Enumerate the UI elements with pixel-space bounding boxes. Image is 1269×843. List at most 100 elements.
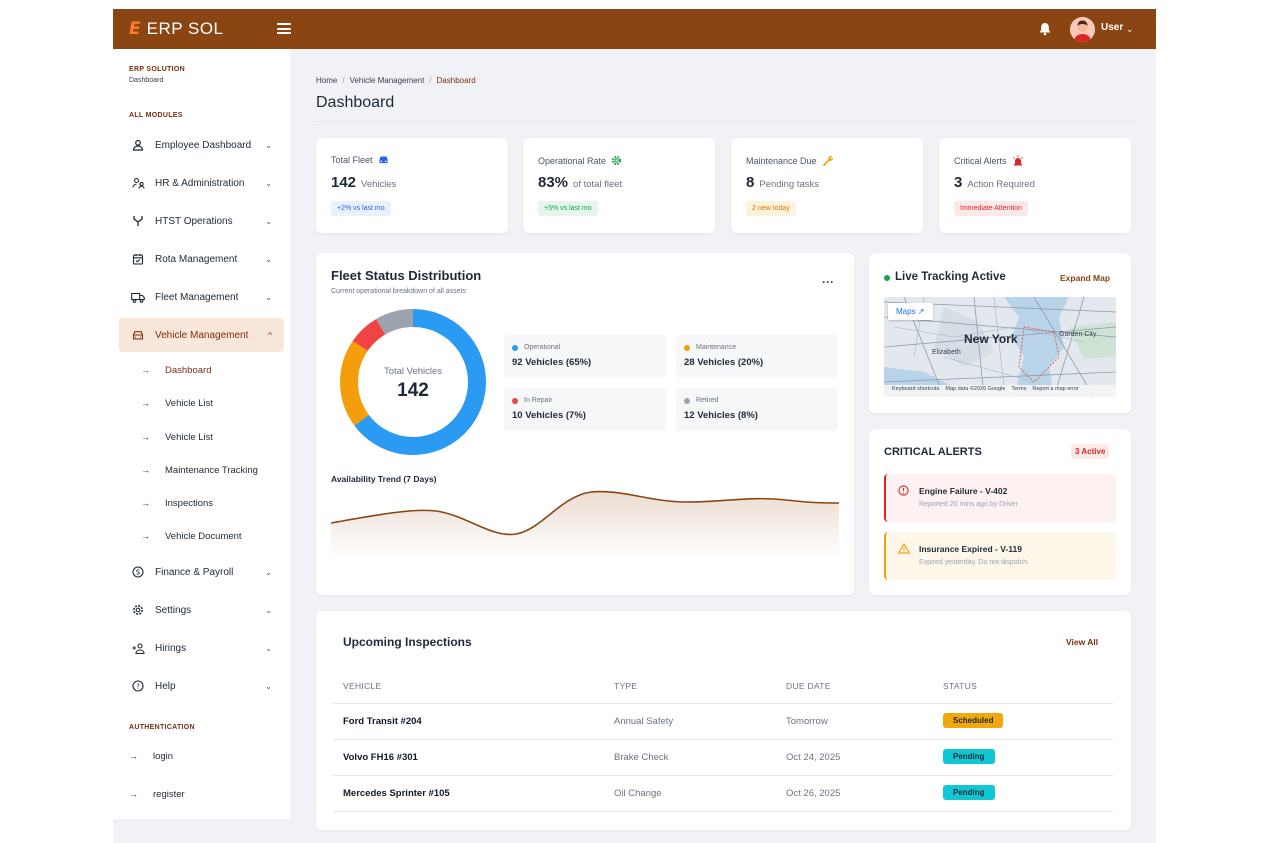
stat-value: 83% [538,174,569,191]
submenu-item-vehicle-list[interactable]: → Vehicle List [141,393,213,413]
stat-value: 142 [331,174,357,191]
open-in-maps-button[interactable]: Maps ↗ [888,303,933,320]
alert-subtitle: Reported 20 mins ago by Driver [919,501,1018,508]
chevron-down-icon: ⌄ [265,681,272,691]
legend-value: 10 Vehicles (7%) [512,410,586,421]
brand-logo-icon: E [129,19,141,39]
column-header-type: TYPE [614,681,638,691]
stat-label: Critical Alerts [954,155,1024,166]
arrow-right-icon: → [129,789,138,799]
submenu-item-inspections[interactable]: → Inspections [141,493,213,513]
alarm-icon [1012,155,1023,166]
submenu-item-vehicle-list-2[interactable]: → Vehicle List [141,427,213,447]
menu-toggle-icon[interactable] [277,23,291,34]
arrow-right-icon: → [129,751,138,761]
stat-label: Total Fleet [331,155,389,165]
table-cell-due: Oct 26, 2025 [786,788,841,799]
stat-card-critical-alerts: Critical Alerts 3 Action Required Immedia… [939,138,1131,233]
view-all-link[interactable]: View All [1066,637,1099,647]
sidebar-item-finance-payroll[interactable]: $ Finance & Payroll ⌄ [119,555,284,589]
stat-unit: Vehicles [361,179,397,190]
sidebar-item-label: HR & Administration [155,177,245,189]
alert-item-engine-failure[interactable]: Engine Failure - V-402 Reported 20 mins … [884,474,1116,522]
donut-center-value: 142 [397,380,429,401]
status-badge: Pending [943,785,995,800]
legend-item-operational: Operational 92 Vehicles (65%) [504,335,666,378]
status-donut-chart [340,309,486,455]
stat-unit: Pending tasks [759,179,820,190]
alert-subtitle: Expired yesterday. Do not dispatch. [919,559,1029,566]
column-header-status: STATUS [943,681,978,691]
expand-map-link[interactable]: Expand Map [1060,273,1111,283]
legend-value: 28 Vehicles (20%) [684,357,764,368]
app-window: E ERP SOL User ⌄ ERP SOLUTION Dashboard … [113,9,1156,843]
car-icon [129,330,147,341]
submenu-item-vehicle-document[interactable]: → Vehicle Document [141,526,242,546]
sidebar-item-htst-operations[interactable]: HTST Operations ⌄ [119,204,284,238]
status-badge: Pending [943,749,995,764]
chevron-down-icon: ⌄ [265,254,272,264]
breadcrumb-vehicle-management[interactable]: Vehicle Management [349,76,425,85]
sidebar-item-hr-administration[interactable]: HR & Administration ⌄ [119,166,284,200]
sidebar-item-rota-management[interactable]: Rota Management ⌄ [119,242,284,276]
table-cell-type: Oil Change [614,788,662,799]
divider [333,703,1113,704]
sidebar-item-register[interactable]: → register [129,784,185,804]
stat-value: 8 [746,174,755,191]
map-place-label: Garden City [1059,331,1097,338]
svg-text:$: $ [136,568,141,577]
sidebar-item-fleet-management[interactable]: Fleet Management ⌄ [119,280,284,314]
trend-badge: Immediate Attention [954,201,1028,216]
user-icon [129,139,147,151]
avatar[interactable] [1070,17,1095,42]
alert-item-insurance-expired[interactable]: Insurance Expired - V-119 Expired yester… [884,532,1116,580]
map-footer: Keyboard shortcuts Map data ©2026 Google… [892,386,1079,392]
trend-line [331,490,839,536]
alerts-count-badge: 3 Active [1071,444,1110,459]
stat-unit: Action Required [967,179,1035,190]
sidebar-item-hirings[interactable]: Hirings ⌄ [119,631,284,665]
chevron-down-icon: ⌄ [265,140,272,150]
sidebar-item-help[interactable]: ? Help ⌄ [119,669,284,703]
alerts-title: CRITICAL ALERTS [884,446,982,458]
card-subtitle: Current operational breakdown of all ass… [331,288,467,295]
sidebar-item-label: Help [155,680,176,692]
user-name[interactable]: User [1101,22,1124,33]
map-view[interactable]: Maps ↗ New York Elizabeth Garden City Ke… [884,297,1116,397]
map-place-label: Elizabeth [932,349,961,356]
fleet-status-card: Fleet Status Distribution Current operat… [316,253,854,595]
sidebar-subtitle: Dashboard [129,77,164,84]
more-options-icon[interactable]: ··· [822,275,834,289]
table-cell-vehicle: Ford Transit #204 [343,716,422,727]
gear-icon [611,155,622,166]
divider [333,739,1113,740]
bell-icon[interactable] [1037,21,1053,37]
warning-triangle-icon [898,543,910,554]
sidebar-item-employee-dashboard[interactable]: Employee Dashboard ⌄ [119,128,284,162]
sidebar-item-vehicle-management[interactable]: Vehicle Management ^ [119,318,284,352]
divider [333,775,1113,776]
modules-heading: ALL MODULES [129,112,183,119]
status-badge: Scheduled [943,713,1004,728]
column-header-vehicle: VEHICLE [343,681,382,691]
donut-slice-maintenance [340,309,486,455]
submenu-item-dashboard[interactable]: → Dashboard [141,360,211,380]
submenu-label: Vehicle List [165,397,214,409]
submenu-item-maintenance-tracking[interactable]: → Maintenance Tracking [141,460,258,480]
truck-icon [129,292,147,303]
breadcrumb-home[interactable]: Home [316,76,338,85]
sidebar-item-login[interactable]: → login [129,746,173,766]
chevron-down-icon: ⌄ [265,605,272,615]
auth-label: login [153,750,174,762]
inspections-title: Upcoming Inspections [343,635,472,649]
table-cell-due: Tomorrow [786,716,828,727]
sidebar-item-label: HTST Operations [155,215,233,227]
sidebar-item-settings[interactable]: Settings ⌄ [119,593,284,627]
divider [316,121,1131,122]
brand[interactable]: E ERP SOL [129,19,224,39]
submenu-label: Vehicle Document [165,530,242,542]
car-icon [378,156,388,164]
legend-value: 92 Vehicles (65%) [512,357,592,368]
sidebar-item-label: Fleet Management [155,291,239,303]
chevron-down-icon[interactable]: ⌄ [1126,24,1134,34]
